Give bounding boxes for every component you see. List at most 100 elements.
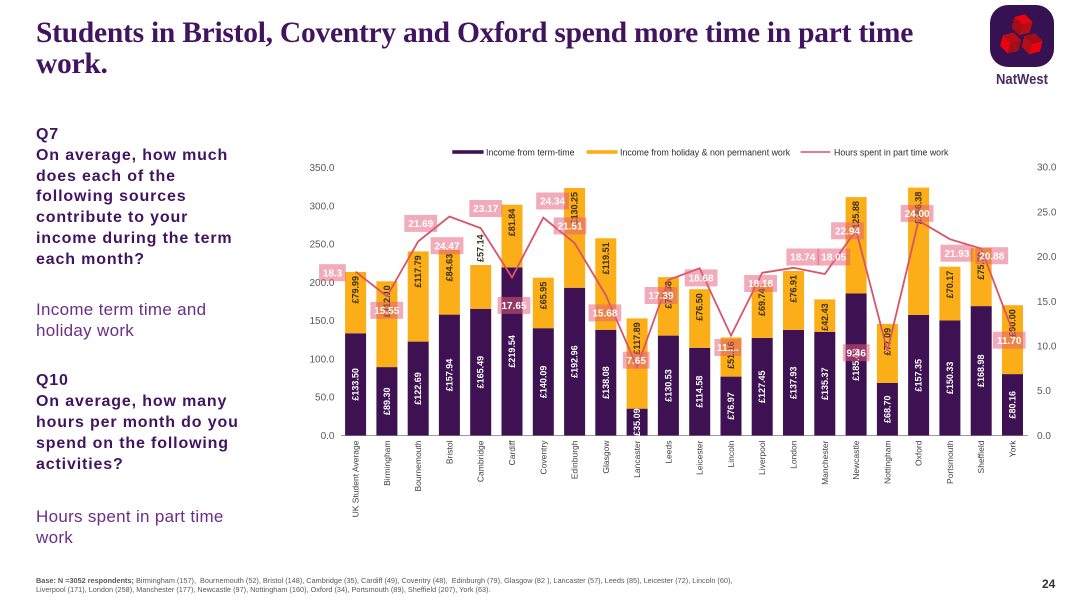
svg-text:21.69: 21.69: [408, 219, 433, 230]
svg-text:17.65: 17.65: [501, 301, 526, 312]
svg-text:18.68: 18.68: [689, 274, 714, 285]
svg-text:Hours spent in part time work: Hours spent in part time work: [834, 148, 949, 158]
svg-text:Cardiff: Cardiff: [507, 440, 517, 466]
svg-text:20.0: 20.0: [1037, 252, 1057, 263]
svg-text:£130.53: £130.53: [663, 369, 673, 402]
svg-text:17.39: 17.39: [648, 291, 673, 302]
svg-text:24.34: 24.34: [540, 197, 565, 208]
svg-text:£80.16: £80.16: [1008, 391, 1018, 419]
svg-text:18.18: 18.18: [748, 279, 773, 290]
svg-text:5.0: 5.0: [1037, 386, 1051, 397]
svg-text:350.0: 350.0: [309, 163, 334, 174]
svg-text:21.93: 21.93: [944, 249, 969, 260]
svg-text:25.0: 25.0: [1037, 207, 1057, 218]
svg-text:£76.50: £76.50: [695, 293, 705, 321]
svg-text:£157.35: £157.35: [914, 359, 924, 392]
svg-text:Lincoln: Lincoln: [726, 440, 736, 467]
svg-text:Sheffield: Sheffield: [976, 440, 986, 473]
svg-text:£76.97: £76.97: [726, 392, 736, 420]
svg-text:0.0: 0.0: [1037, 431, 1051, 442]
svg-text:York: York: [1008, 440, 1018, 457]
svg-text:£70.17: £70.17: [945, 271, 955, 299]
svg-text:Portsmouth: Portsmouth: [945, 440, 955, 484]
svg-text:7.65: 7.65: [626, 356, 646, 367]
svg-text:9.46: 9.46: [846, 348, 866, 359]
svg-text:Bristol: Bristol: [444, 440, 454, 464]
svg-text:100.0: 100.0: [309, 354, 334, 365]
svg-text:24.47: 24.47: [434, 241, 459, 252]
svg-text:Leeds: Leeds: [663, 441, 673, 464]
svg-text:20.88: 20.88: [979, 251, 1004, 262]
svg-text:£122.69: £122.69: [413, 372, 423, 405]
svg-text:23.17: 23.17: [473, 204, 498, 215]
svg-text:£76.91: £76.91: [789, 275, 799, 303]
svg-text:£165.49: £165.49: [476, 356, 486, 389]
svg-text:Lancaster: Lancaster: [632, 440, 642, 477]
svg-text:Income from term-time: Income from term-time: [486, 148, 575, 158]
svg-text:18.74: 18.74: [790, 253, 815, 264]
svg-text:£77.09: £77.09: [882, 328, 892, 356]
svg-text:£219.54: £219.54: [507, 335, 517, 368]
svg-text:£90.00: £90.00: [1008, 309, 1018, 337]
svg-text:Edinburgh: Edinburgh: [570, 440, 580, 479]
svg-text:£119.51: £119.51: [601, 242, 611, 274]
svg-text:£127.45: £127.45: [757, 370, 767, 403]
svg-text:£69.74: £69.74: [757, 289, 767, 317]
svg-text:Newcastle: Newcastle: [851, 440, 861, 479]
svg-text:£42.43: £42.43: [820, 303, 830, 331]
svg-text:£185.43: £185.43: [851, 348, 861, 381]
svg-text:£89.30: £89.30: [382, 388, 392, 416]
svg-text:£130.25: £130.25: [570, 192, 580, 225]
svg-text:£75.70: £75.70: [976, 252, 986, 280]
svg-text:18.05: 18.05: [821, 253, 846, 264]
svg-text:Income from holiday & non perm: Income from holiday & non permanent work: [620, 148, 791, 158]
svg-text:Cambridge: Cambridge: [476, 440, 486, 482]
svg-text:£140.09: £140.09: [538, 366, 548, 399]
svg-text:200.0: 200.0: [309, 278, 334, 289]
svg-text:£65.95: £65.95: [538, 282, 548, 310]
svg-text:Nottingham: Nottingham: [882, 441, 892, 484]
svg-text:15.55: 15.55: [374, 306, 399, 317]
svg-text:50.0: 50.0: [315, 393, 335, 404]
svg-text:Bournemouth: Bournemouth: [413, 440, 423, 491]
svg-text:Glasgow: Glasgow: [601, 440, 611, 474]
svg-text:11....: 11....: [717, 343, 739, 354]
svg-text:300.0: 300.0: [309, 201, 334, 212]
svg-text:0.0: 0.0: [321, 431, 335, 442]
svg-text:£84.63: £84.63: [444, 254, 454, 282]
svg-text:£135.37: £135.37: [820, 367, 830, 400]
svg-text:Manchester: Manchester: [820, 440, 830, 485]
svg-text:£138.08: £138.08: [601, 366, 611, 399]
svg-text:£79.99: £79.99: [351, 276, 361, 304]
svg-text:£35.09: £35.09: [632, 408, 642, 436]
svg-text:250.0: 250.0: [309, 240, 334, 251]
svg-text:Leicester: Leicester: [695, 440, 705, 475]
svg-text:Birmingham: Birmingham: [382, 441, 392, 486]
svg-text:Coventry: Coventry: [538, 440, 548, 475]
svg-text:11.70: 11.70: [997, 336, 1022, 347]
svg-text:18.3: 18.3: [323, 268, 343, 279]
svg-text:15.68: 15.68: [592, 309, 617, 320]
svg-text:£114.58: £114.58: [695, 376, 705, 408]
svg-text:£192.96: £192.96: [570, 345, 580, 378]
svg-text:£68.70: £68.70: [882, 395, 892, 423]
svg-text:UK Student Average: UK Student Average: [351, 440, 361, 517]
svg-text:22.94: 22.94: [835, 226, 860, 237]
svg-text:£81.84: £81.84: [507, 209, 517, 237]
svg-text:£150.33: £150.33: [945, 362, 955, 395]
svg-text:£133.50: £133.50: [351, 368, 361, 401]
svg-text:London: London: [789, 440, 799, 469]
svg-text:Liverpool: Liverpool: [757, 440, 767, 475]
svg-text:£57.14: £57.14: [476, 234, 486, 262]
svg-text:30.0: 30.0: [1037, 163, 1057, 174]
svg-text:10.0: 10.0: [1037, 342, 1057, 353]
svg-text:£117.89: £117.89: [632, 322, 642, 354]
svg-text:150.0: 150.0: [309, 316, 334, 327]
svg-text:£125.88: £125.88: [851, 201, 861, 234]
svg-text:£157.94: £157.94: [444, 359, 454, 392]
svg-text:15.0: 15.0: [1037, 297, 1057, 308]
svg-text:£117.79: £117.79: [413, 255, 423, 287]
svg-text:£168.98: £168.98: [976, 355, 986, 388]
svg-text:Oxford: Oxford: [914, 440, 924, 466]
svg-text:£137.93: £137.93: [789, 366, 799, 399]
